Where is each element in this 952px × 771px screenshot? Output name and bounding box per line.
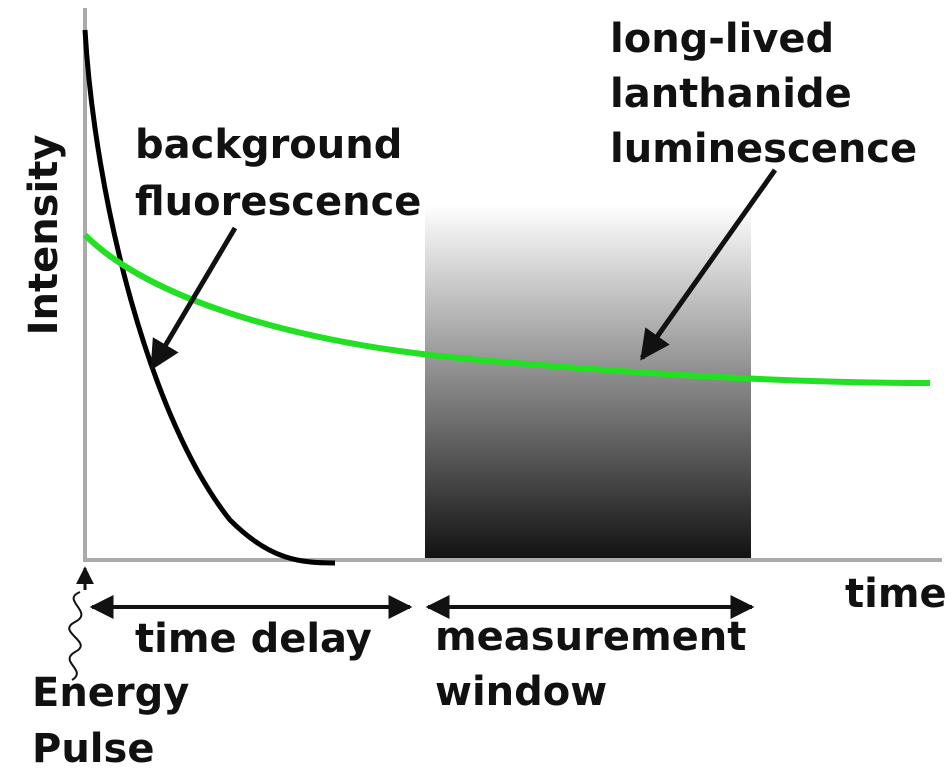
annotation: background	[135, 122, 402, 168]
annotation: window	[435, 669, 607, 715]
lanthanide-pointer	[639, 168, 778, 361]
annotation: Pulse	[32, 726, 154, 771]
annotation: long-lived	[610, 16, 834, 62]
measurement-window-shade	[425, 205, 751, 560]
background-curve	[82, 29, 336, 566]
annotation: fluorescence	[135, 179, 421, 225]
pulse-squiggle	[68, 591, 83, 681]
lanthanide-curve	[82, 232, 931, 386]
x-axis-label: time	[845, 571, 947, 617]
background-pointer	[149, 226, 238, 371]
annotation: lanthanide	[610, 71, 852, 117]
y-axis-label: Intensity	[21, 135, 67, 336]
annotation: measurement	[435, 614, 746, 660]
annotation: luminescence	[610, 126, 917, 172]
annotation: time delay	[135, 616, 372, 662]
annotation: Energy	[32, 670, 189, 716]
